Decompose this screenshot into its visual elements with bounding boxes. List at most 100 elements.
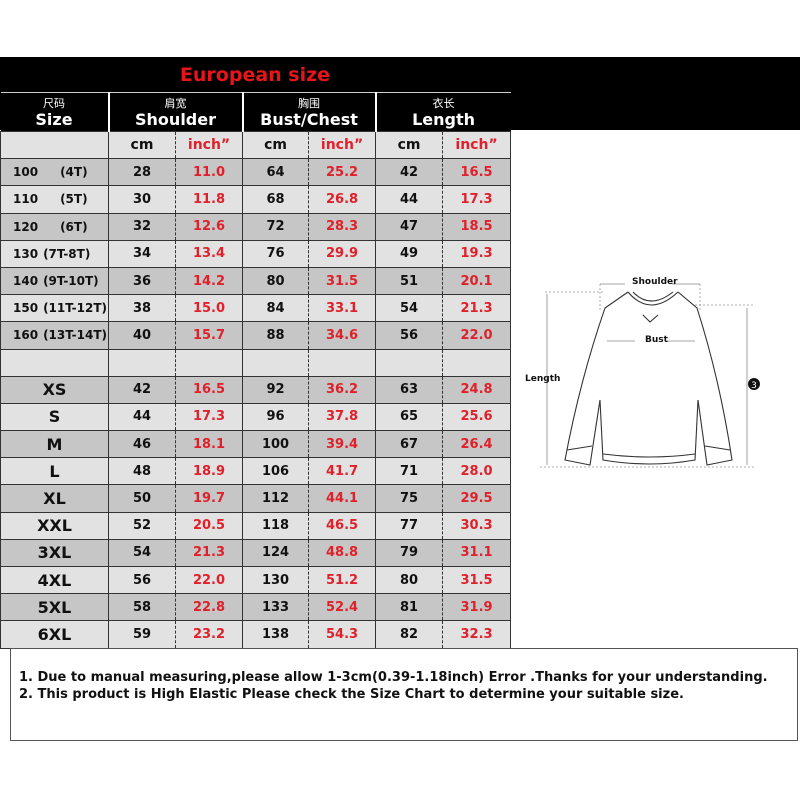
shoulder-in-cell: 19.7 <box>174 484 244 513</box>
length-in-cell: 30.3 <box>442 511 512 540</box>
age-value: (5T) <box>60 192 88 207</box>
length-cm-cell: 54 <box>375 294 443 323</box>
age-value: (6T) <box>60 219 88 234</box>
size-cell: S <box>0 402 109 432</box>
size-cell: M <box>0 430 109 459</box>
shoulder-cm-cell: 30 <box>108 185 176 214</box>
table-row: XXL 52 20.5 118 46.5 77 30.3 <box>0 511 512 540</box>
shoulder-cm-cell: 58 <box>108 593 176 622</box>
table-row: 120 (6T) 32 12.6 72 28.3 47 18.5 <box>0 212 512 241</box>
length-in-cell: 28.0 <box>442 457 512 486</box>
age-value: (11T-12T) <box>43 301 108 316</box>
bust-cm-cell: 130 <box>242 565 309 595</box>
bust-cm-cell: 100 <box>242 430 309 459</box>
table-row: 150 (11T-12T) 38 15.0 84 33.1 54 21.3 <box>0 294 512 323</box>
length-cm-cell: 79 <box>375 538 443 568</box>
bust-in-cell: 26.8 <box>308 185 377 214</box>
size-value: 120 <box>13 219 39 234</box>
unit-cm: cm <box>242 130 309 160</box>
shoulder-label: Shoulder <box>632 277 678 287</box>
size-value: 160 <box>13 328 39 343</box>
size-value: 140 <box>13 274 39 289</box>
length-in-cell: 32.3 <box>442 620 512 649</box>
bust-cm-cell: 138 <box>242 620 309 649</box>
table-row: 4XL 56 22.0 130 51.2 80 31.5 <box>0 565 512 595</box>
shoulder-in-cell: 22.0 <box>174 565 244 595</box>
bust-cm-cell: 80 <box>242 266 309 296</box>
units-row: cm inch” cm inch” cm inch” <box>0 130 512 160</box>
shoulder-in-cell: 13.4 <box>174 239 244 268</box>
bust-in-cell: 36.2 <box>308 375 377 404</box>
empty-cell <box>242 348 309 377</box>
shoulder-cm-cell: 54 <box>108 538 176 568</box>
bust-in-cell: 52.4 <box>308 593 377 622</box>
shoulder-in-cell: 14.2 <box>174 266 244 296</box>
size-cell: 110 (5T) <box>0 185 109 214</box>
empty-cell <box>308 348 377 377</box>
length-cm-cell: 80 <box>375 565 443 595</box>
bust-cm-cell: 133 <box>242 593 309 622</box>
shoulder-cm-cell: 46 <box>108 430 176 459</box>
length-cm-cell: 77 <box>375 511 443 540</box>
size-cell: 140 (9T-10T) <box>0 266 109 296</box>
bust-cm-cell: 92 <box>242 375 309 404</box>
length-cm-cell: 65 <box>375 402 443 432</box>
unit-inch: inch” <box>308 130 377 160</box>
shoulder-cm-cell: 32 <box>108 212 176 241</box>
bust-in-cell: 29.9 <box>308 239 377 268</box>
table-row: XS 42 16.5 92 36.2 63 24.8 <box>0 375 512 404</box>
bust-in-cell: 48.8 <box>308 538 377 568</box>
header-size: 尺码 Size <box>0 92 109 132</box>
bust-cm-cell: 64 <box>242 158 309 187</box>
table-row: 160 (13T-14T) 40 15.7 88 34.6 56 22.0 <box>0 321 512 350</box>
empty-cell <box>108 348 176 377</box>
table-row: 3XL 54 21.3 124 48.8 79 31.1 <box>0 538 512 568</box>
bust-in-cell: 41.7 <box>308 457 377 486</box>
bust-cm-cell: 84 <box>242 294 309 323</box>
unit-cm: cm <box>108 130 176 160</box>
length-in-cell: 18.5 <box>442 212 512 241</box>
size-table: 尺码 Size 肩宽 Shoulder 胸围 Bust/Chest 衣长 Length … <box>0 92 512 649</box>
bust-in-cell: 28.3 <box>308 212 377 241</box>
unit-inch: inch” <box>442 130 512 160</box>
length-cm-cell: 51 <box>375 266 443 296</box>
length-cm-cell: 75 <box>375 484 443 513</box>
length-cm-cell: 42 <box>375 158 443 187</box>
size-value: 110 <box>13 192 39 207</box>
length-in-cell: 29.5 <box>442 484 512 513</box>
size-cell: 100 (4T) <box>0 158 109 187</box>
header-shoulder: 肩宽 Shoulder <box>107 92 243 132</box>
length-cm-cell: 44 <box>375 185 443 214</box>
age-value: (13T-14T) <box>43 328 108 343</box>
table-row: S 44 17.3 96 37.8 65 25.6 <box>0 402 512 432</box>
shoulder-cm-cell: 34 <box>108 239 176 268</box>
length-in-cell: 16.5 <box>442 158 512 187</box>
chart-title: European size <box>179 64 331 86</box>
shoulder-in-cell: 11.0 <box>174 158 244 187</box>
length-in-cell: 25.6 <box>442 402 512 432</box>
shoulder-cm-cell: 40 <box>108 321 176 350</box>
size-cell: L <box>0 457 109 486</box>
table-row: 110 (5T) 30 11.8 68 26.8 44 17.3 <box>0 185 512 214</box>
shoulder-in-cell: 18.1 <box>174 430 244 459</box>
size-cell: 160 (13T-14T) <box>0 321 109 350</box>
length-label: Length <box>525 374 561 384</box>
age-value: (4T) <box>60 165 88 180</box>
table-row: 100 (4T) 28 11.0 64 25.2 42 16.5 <box>0 158 512 187</box>
bust-cm-cell: 76 <box>242 239 309 268</box>
bust-cm-cell: 106 <box>242 457 309 486</box>
length-cm-cell: 63 <box>375 375 443 404</box>
shoulder-in-cell: 15.0 <box>174 294 244 323</box>
shoulder-cm-cell: 56 <box>108 565 176 595</box>
shoulder-in-cell: 18.9 <box>174 457 244 486</box>
sweater-diagram: 3 Shoulder Bust Length <box>515 270 795 480</box>
size-cell: 3XL <box>0 538 109 568</box>
size-cell: 150 (11T-12T) <box>0 294 109 323</box>
length-in-cell: 17.3 <box>442 185 512 214</box>
length-in-cell: 19.3 <box>442 239 512 268</box>
size-cell: 5XL <box>0 593 109 622</box>
empty-cell <box>174 348 244 377</box>
size-cell: 6XL <box>0 620 109 649</box>
bust-cm-cell: 112 <box>242 484 309 513</box>
size-cell: 130 (7T-8T) <box>0 239 109 268</box>
